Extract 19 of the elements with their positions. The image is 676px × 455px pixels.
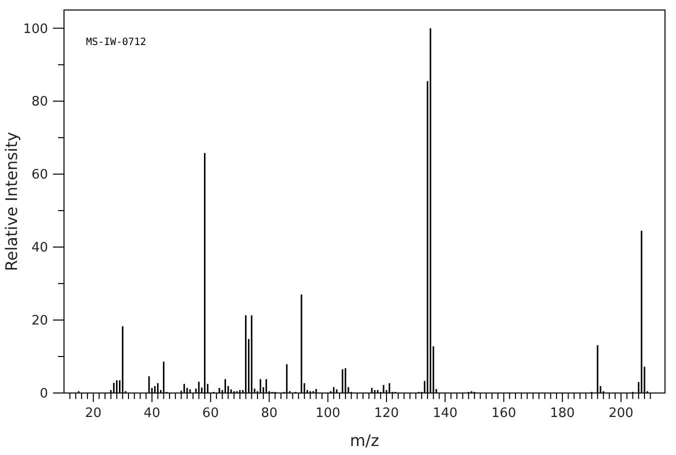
y-axis-title: Relative Intensity <box>2 132 21 272</box>
x-tick-label: 60 <box>202 406 219 421</box>
x-tick-label: 20 <box>85 406 102 421</box>
x-tick-label: 200 <box>608 406 634 421</box>
x-tick-label: 180 <box>550 406 575 421</box>
x-axis-title: m/z <box>350 431 380 450</box>
x-tick-label: 80 <box>260 406 278 421</box>
x-tick-label: 160 <box>491 406 516 421</box>
y-tick-label: 20 <box>31 314 48 329</box>
x-tick-label: 40 <box>144 406 160 421</box>
y-tick-label: 100 <box>23 22 48 37</box>
y-tick-label: 0 <box>40 386 48 402</box>
y-tick-label: 80 <box>31 94 48 110</box>
x-tick-label: 100 <box>315 406 340 421</box>
annotation: MS-IW-0712 <box>86 37 146 48</box>
y-tick-label: 60 <box>31 168 48 183</box>
x-tick-label: 140 <box>432 406 458 421</box>
y-tick-label: 40 <box>31 240 48 256</box>
x-tick-label: 120 <box>374 406 399 421</box>
